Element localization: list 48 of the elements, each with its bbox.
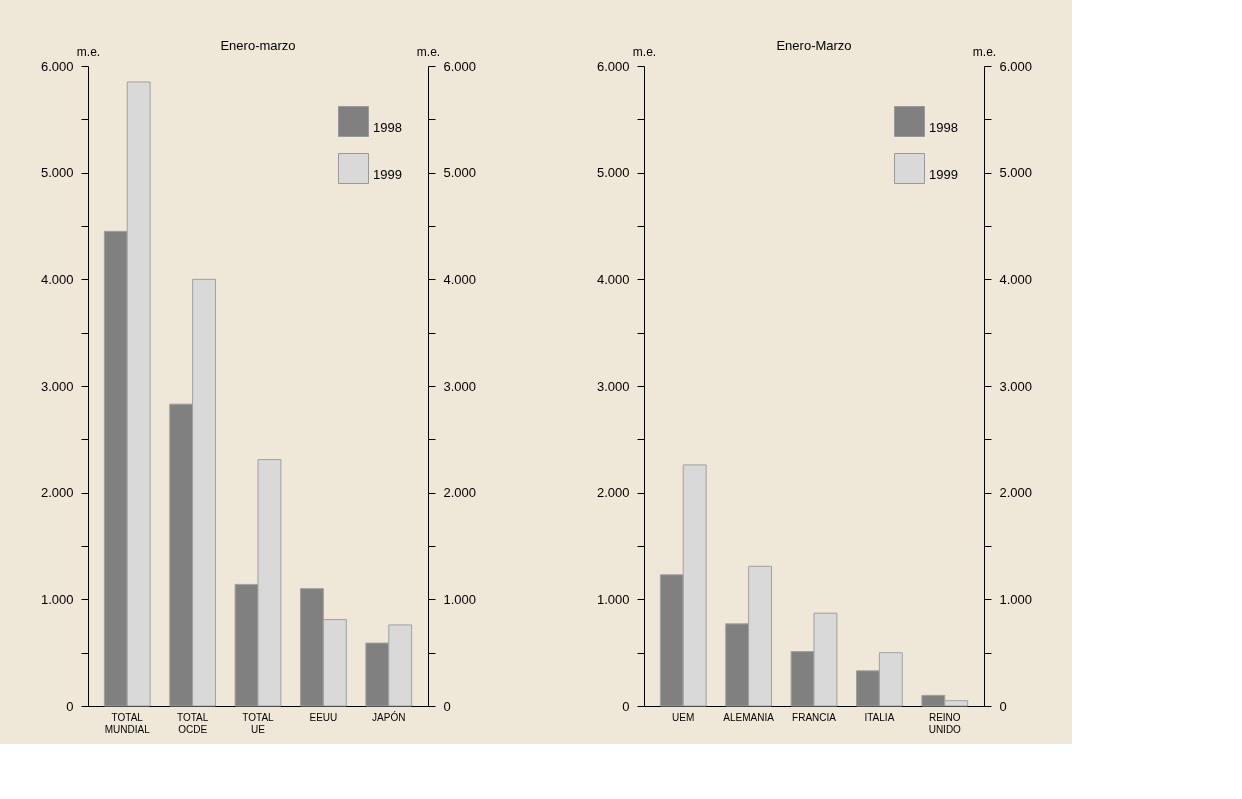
x-tick-label: ALEMANIA (723, 711, 775, 723)
x-tick-label: UEM (672, 711, 695, 723)
y-tick-label: 3.000 (40, 378, 74, 394)
legend-label: 1998 (929, 119, 958, 135)
chart-title: Enero-Marzo (776, 38, 852, 53)
y2-tick-label: 5.000 (443, 165, 477, 181)
legend-label: 1998 (373, 119, 402, 135)
y-tick-label: 1.000 (40, 591, 74, 607)
chart-title: Enero-marzo (220, 38, 296, 53)
x-tick-label: EEUU (309, 711, 338, 723)
y-tick-label: 5.000 (40, 165, 74, 181)
y2-tick-label: 3.000 (999, 378, 1033, 394)
y2-tick-label: 2.000 (443, 485, 477, 501)
x-tick-label: REINO UNIDO (928, 711, 962, 735)
y-tick-label: 2.000 (596, 485, 630, 501)
y2-tick-label: 4.000 (999, 271, 1033, 287)
y-tick-label: 5.000 (596, 165, 630, 181)
y2-tick-label: 4.000 (443, 271, 477, 287)
y-tick-label: 6.000 (596, 58, 630, 74)
y2-tick-label: 2.000 (999, 485, 1033, 501)
y-axis-title: m.e. (632, 44, 657, 59)
x-tick-label: FRANCIA (792, 711, 837, 723)
legend-label: 1999 (929, 166, 958, 182)
x-tick-label: TOTAL MUNDIAL (104, 711, 151, 735)
legend-label: 1999 (373, 166, 402, 182)
y-tick-label: 0 (622, 698, 630, 714)
y-tick-label: 1.000 (596, 591, 630, 607)
y2-tick-label: 0 (999, 698, 1007, 714)
y2-tick-label: 5.000 (999, 165, 1033, 181)
y2-tick-label: 1.000 (999, 591, 1033, 607)
y-tick-label: 3.000 (596, 378, 630, 394)
y-axis-title: m.e. (76, 44, 101, 59)
y-tick-label: 0 (66, 698, 74, 714)
x-tick-label: ITALIA (864, 711, 895, 723)
y-tick-label: 2.000 (40, 485, 74, 501)
y-tick-label: 4.000 (40, 271, 74, 287)
y2-axis-title: m.e. (416, 44, 441, 59)
y2-tick-label: 0 (443, 698, 451, 714)
y2-tick-label: 6.000 (999, 58, 1033, 74)
y2-axis-title: m.e. (972, 44, 997, 59)
x-tick-label: JAPÓN (372, 710, 406, 723)
y2-tick-label: 1.000 (443, 591, 477, 607)
y-tick-label: 6.000 (40, 58, 74, 74)
x-tick-label: TOTAL UE (242, 711, 275, 735)
y-tick-label: 4.000 (596, 271, 630, 287)
y2-tick-label: 6.000 (443, 58, 477, 74)
y2-tick-label: 3.000 (443, 378, 477, 394)
x-tick-label: TOTAL OCDE (176, 711, 209, 735)
